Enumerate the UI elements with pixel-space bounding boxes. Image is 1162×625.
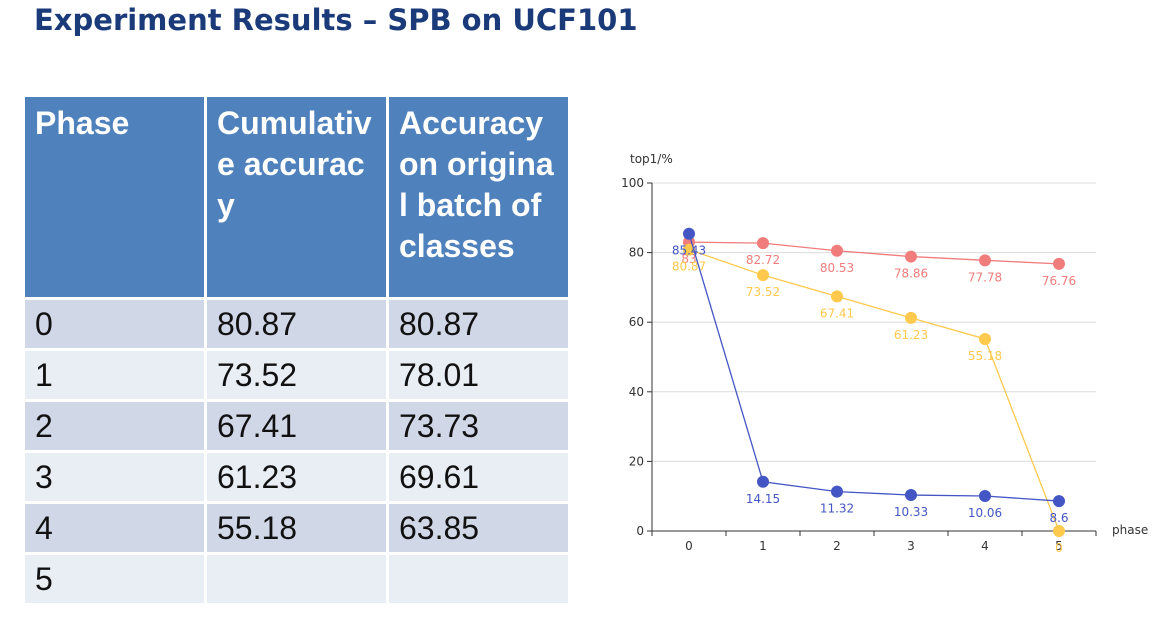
cumulative-cell: 61.23 xyxy=(204,450,389,504)
data-label: 61.23 xyxy=(894,328,928,342)
data-point xyxy=(905,489,917,502)
data-point xyxy=(831,244,843,257)
table-row: 5 xyxy=(22,552,571,606)
data-label: 83 xyxy=(681,252,696,266)
data-label: 85.43 xyxy=(672,244,706,258)
data-point xyxy=(979,254,991,267)
x-tick-label: 2 xyxy=(833,539,841,553)
y-tick-label: 100 xyxy=(621,176,644,190)
series-line xyxy=(688,248,1060,532)
results-table: Phase Cumulative accuracy Accuracy on or… xyxy=(22,94,571,606)
x-axis-label: phase xyxy=(1112,523,1148,537)
page-title: Experiment Results – SPB on UCF101 xyxy=(34,3,638,37)
table-row: 0 80.87 80.87 xyxy=(22,297,571,351)
table-row: 3 61.23 69.61 xyxy=(22,450,571,504)
original-cell: 69.61 xyxy=(386,450,571,504)
data-label: 55.18 xyxy=(968,349,1002,363)
phase-cell: 2 xyxy=(22,399,207,453)
y-tick-label: 0 xyxy=(636,524,644,538)
data-label: 8.6 xyxy=(1049,511,1068,525)
data-point xyxy=(683,243,695,256)
y-tick-label: 80 xyxy=(629,246,644,260)
original-cell: 80.87 xyxy=(386,297,571,351)
data-point xyxy=(757,269,769,282)
data-label: 73.52 xyxy=(746,285,780,299)
original-cell: 63.85 xyxy=(386,501,571,555)
data-label: 10.33 xyxy=(894,505,928,519)
data-point xyxy=(683,227,695,240)
data-point xyxy=(905,311,917,324)
accuracy-line-chart: 0 20 40 60 80 100 0 1 2 3 4 5 top1/% phase 83 82.72 80.5… xyxy=(621,152,1148,555)
x-tick-label: 0 xyxy=(685,539,693,553)
series-line xyxy=(688,233,1060,502)
x-tick-label: 5 xyxy=(1055,539,1063,553)
series-line xyxy=(688,241,1060,265)
data-point xyxy=(831,290,843,303)
data-label: 0 xyxy=(1055,541,1063,555)
y-axis-label: top1/% xyxy=(630,152,673,166)
data-label: 11.32 xyxy=(820,502,854,516)
table-row: 1 73.52 78.01 xyxy=(22,348,571,402)
data-label: 67.41 xyxy=(820,306,854,320)
cumulative-cell: 55.18 xyxy=(204,501,389,555)
original-cell xyxy=(386,552,571,606)
x-tick-label: 1 xyxy=(759,539,767,553)
y-tick-label: 20 xyxy=(629,454,644,468)
data-point xyxy=(757,475,769,488)
phase-cell: 0 xyxy=(22,297,207,351)
phase-cell: 5 xyxy=(22,552,207,606)
x-tick-label: 3 xyxy=(907,539,915,553)
table-row: 2 67.41 73.73 xyxy=(22,399,571,453)
cumulative-cell xyxy=(204,552,389,606)
data-point xyxy=(757,237,769,250)
data-label: 80.87 xyxy=(672,260,706,274)
cumulative-cell: 67.41 xyxy=(204,399,389,453)
data-label: 80.53 xyxy=(820,261,854,275)
table-row: 4 55.18 63.85 xyxy=(22,501,571,555)
header-phase: Phase xyxy=(22,94,207,300)
data-label: 14.15 xyxy=(746,492,780,506)
data-point xyxy=(979,489,991,502)
x-tick-label: 4 xyxy=(981,539,989,553)
phase-cell: 1 xyxy=(22,348,207,402)
y-tick-label: 40 xyxy=(629,385,644,399)
original-cell: 73.73 xyxy=(386,399,571,453)
data-point xyxy=(831,485,843,498)
data-label: 10.06 xyxy=(968,506,1002,520)
original-cell: 78.01 xyxy=(386,348,571,402)
header-original-batch-accuracy: Accuracy on original batch of classes xyxy=(386,94,571,300)
phase-cell: 4 xyxy=(22,501,207,555)
data-point xyxy=(905,250,917,263)
data-label: 82.72 xyxy=(746,253,780,267)
y-tick-label: 60 xyxy=(629,315,644,329)
data-point xyxy=(1053,495,1065,508)
header-cumulative-accuracy: Cumulative accuracy xyxy=(204,94,389,300)
cumulative-cell: 73.52 xyxy=(204,348,389,402)
data-label: 76.76 xyxy=(1042,274,1076,288)
data-label: 78.86 xyxy=(894,267,928,281)
data-point xyxy=(1053,257,1065,270)
data-label: 77.78 xyxy=(968,270,1002,284)
data-point xyxy=(979,332,991,345)
phase-cell: 3 xyxy=(22,450,207,504)
cumulative-cell: 80.87 xyxy=(204,297,389,351)
data-point xyxy=(1053,525,1065,537)
table-header-row: Phase Cumulative accuracy Accuracy on or… xyxy=(22,94,571,300)
